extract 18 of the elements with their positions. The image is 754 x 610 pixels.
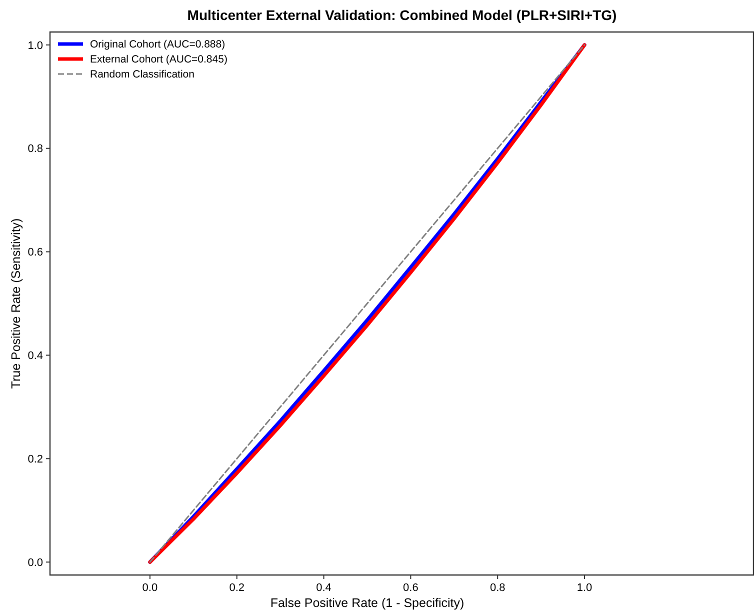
x-tick-label: 0.0 <box>142 582 158 594</box>
chart-title: Multicenter External Validation: Combined Model (PLR+SIRI+TG) <box>187 7 617 23</box>
y-tick-label: 1.0 <box>28 40 43 52</box>
x-tick-label: 0.4 <box>316 582 332 594</box>
y-tick-label: 0.8 <box>28 143 43 156</box>
x-tick-label: 0.8 <box>490 582 506 594</box>
x-axis-title: False Positive Rate (1 - Specificity) <box>270 596 464 610</box>
y-axis-title: True Positive Rate (Sensitivity) <box>9 218 23 389</box>
legend-label: Original Cohort (AUC=0.888) <box>90 38 226 51</box>
y-tick-label: 0.2 <box>28 453 43 466</box>
x-tick-label: 0.6 <box>403 582 418 594</box>
y-tick-label: 0.0 <box>28 556 43 569</box>
x-tick-label: 1.0 <box>576 582 592 594</box>
y-tick-label: 0.4 <box>28 350 43 362</box>
legend-label: Random Classification <box>90 68 195 81</box>
y-tick-label: 0.6 <box>28 246 43 259</box>
legend-label: External Cohort (AUC=0.845) <box>90 54 228 66</box>
x-tick-label: 0.2 <box>229 582 245 594</box>
